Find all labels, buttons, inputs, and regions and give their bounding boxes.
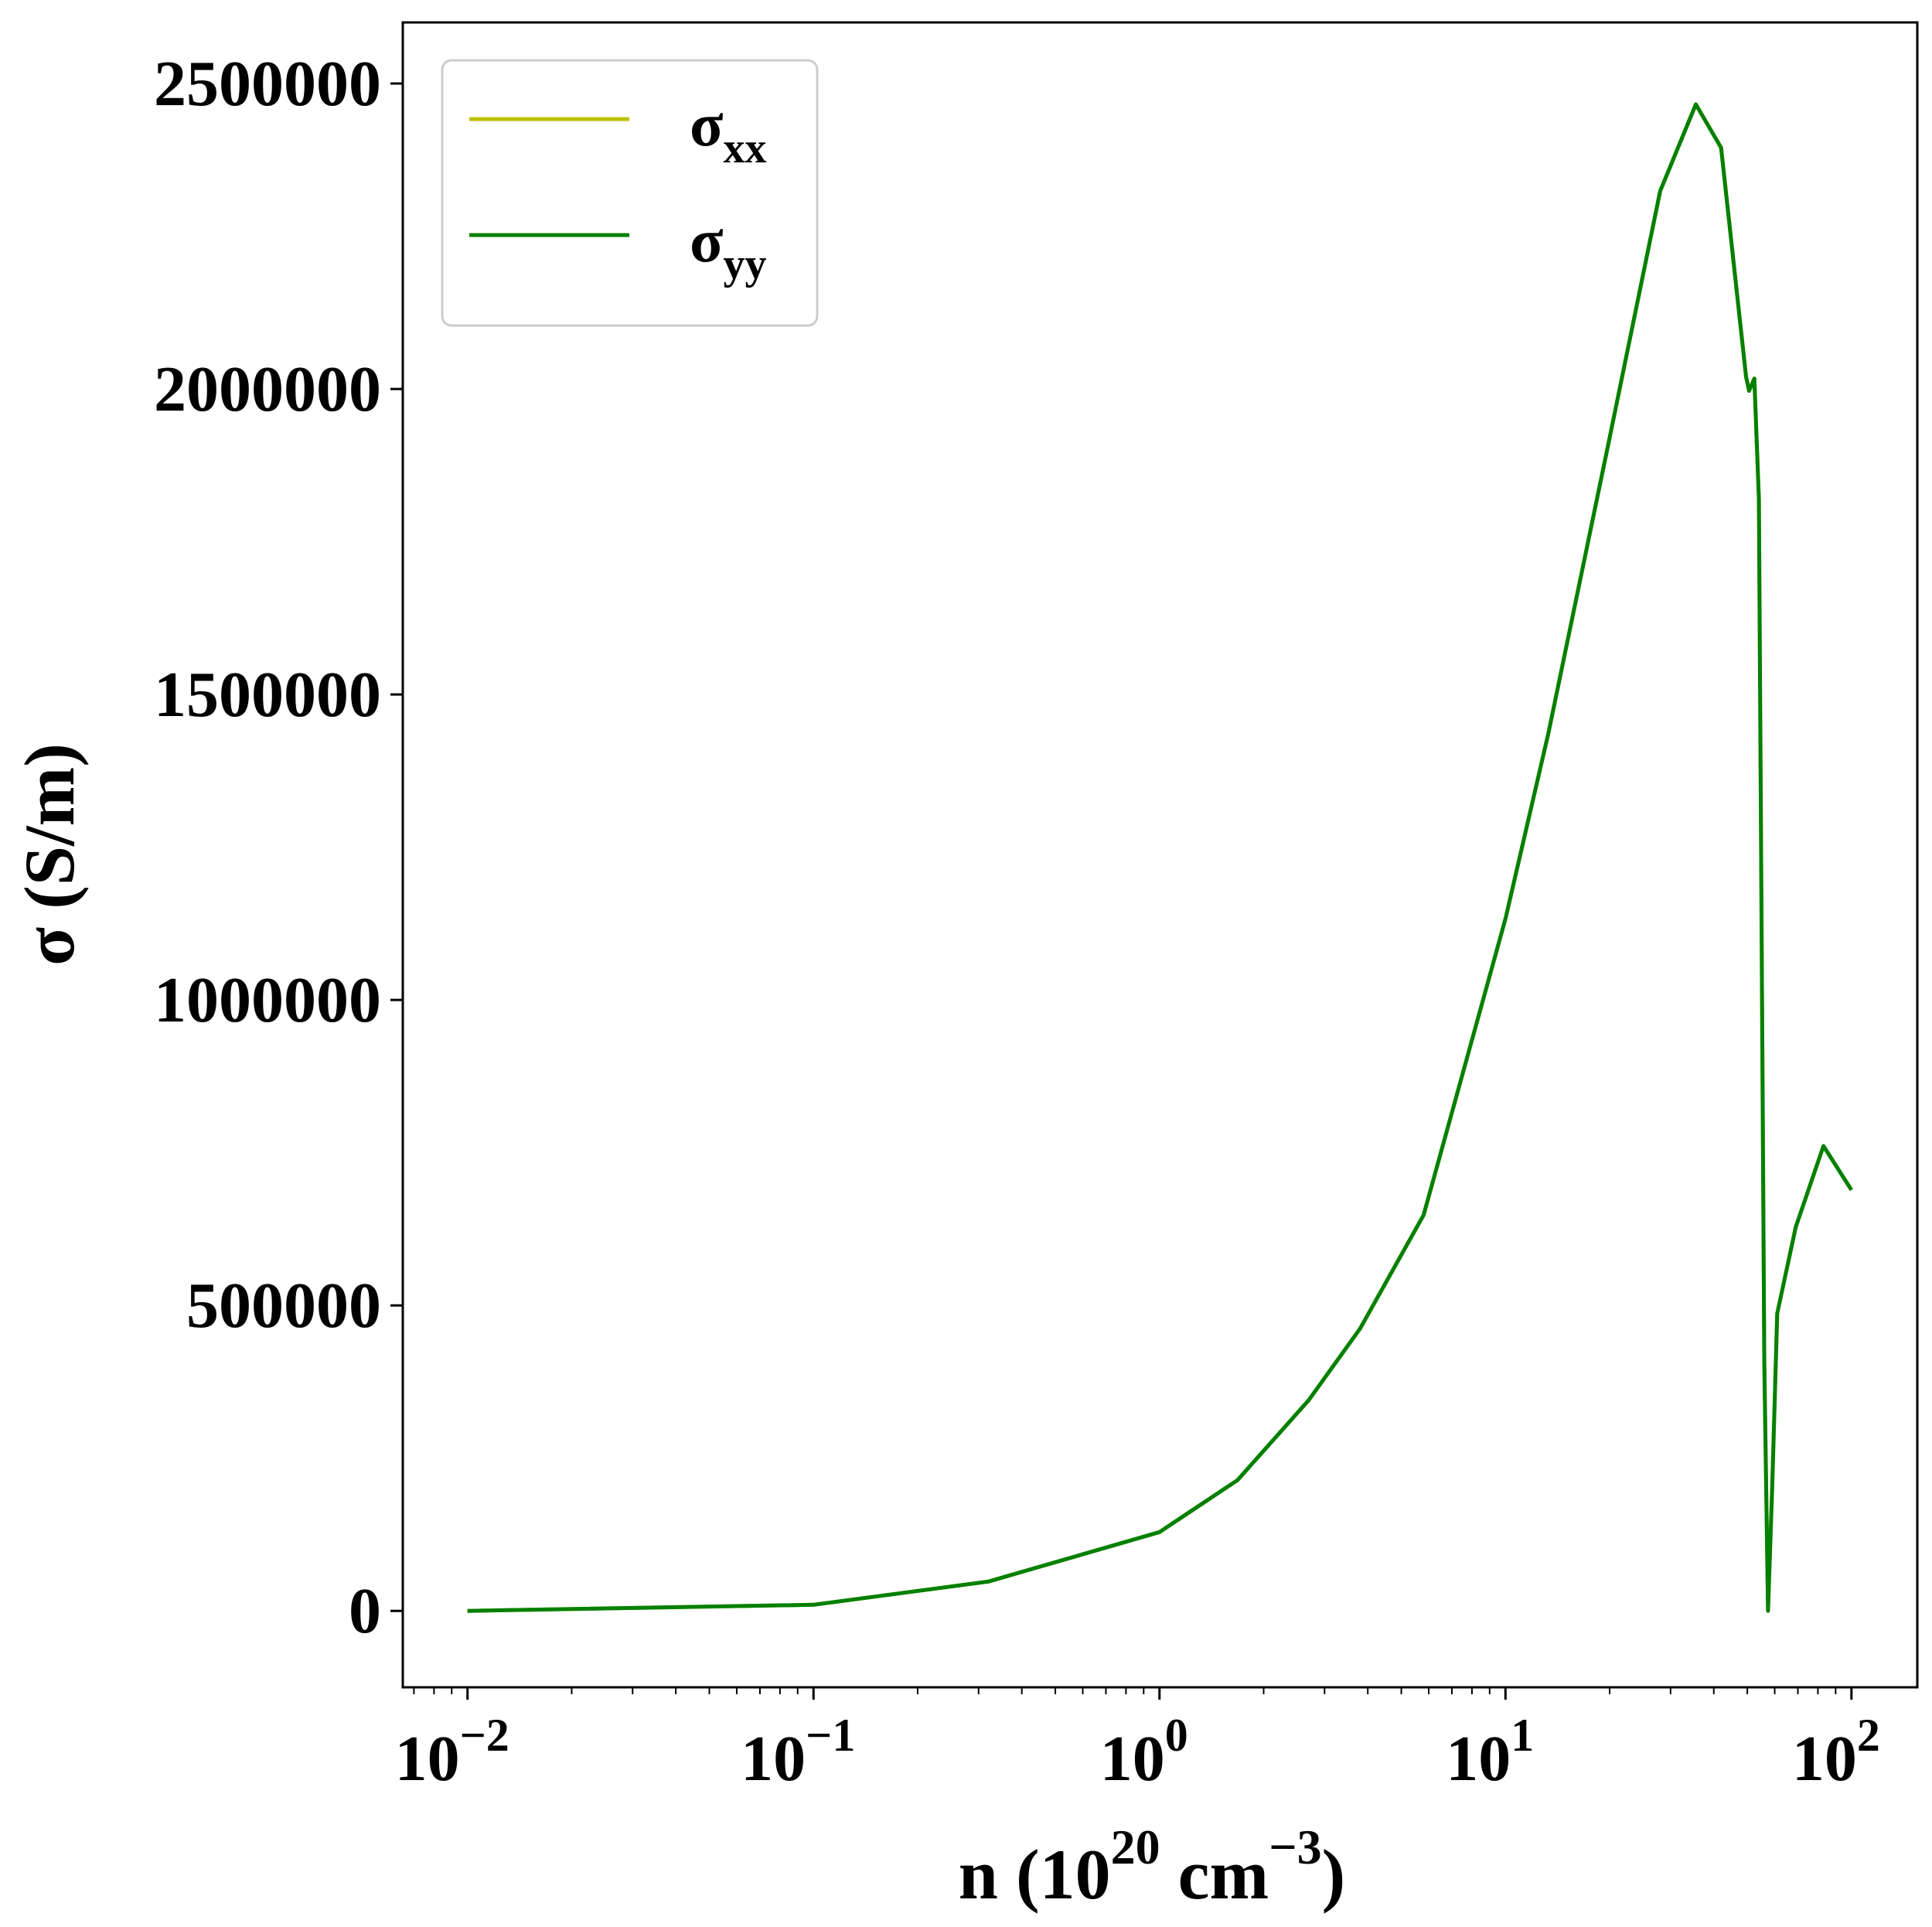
ticks: 10−2 10−1 100 101 102 0 500000 1000000 1500000 20… [154, 48, 1880, 1795]
x-tick-label: 102 [1792, 1710, 1880, 1795]
legend-label-xx: σxx [690, 91, 767, 172]
legend: σxx σyy [441, 59, 819, 327]
legend-box [441, 59, 819, 327]
x-tick-label: 10−1 [741, 1710, 855, 1795]
plot-frame [401, 21, 1919, 1689]
y-tick-label: 1000000 [154, 964, 381, 1036]
x-tick-label: 101 [1446, 1710, 1534, 1795]
x-axis-label: n (1020 cm−3) [959, 1820, 1345, 1914]
y-axis-label: σ (S/m) [10, 743, 89, 966]
y-tick-label: 500000 [186, 1270, 381, 1342]
y-tick-label: 1500000 [154, 659, 381, 731]
series-lines [467, 102, 1853, 1613]
y-tick-label: 2000000 [154, 353, 381, 425]
y-tick-label: 0 [349, 1575, 381, 1647]
y-tick-label: 2500000 [154, 48, 381, 120]
x-tick-label: 100 [1100, 1710, 1188, 1795]
legend-label-yy: σyy [690, 207, 767, 288]
x-tick-label: 10−2 [395, 1710, 509, 1795]
series-line-yy [467, 102, 1853, 1613]
